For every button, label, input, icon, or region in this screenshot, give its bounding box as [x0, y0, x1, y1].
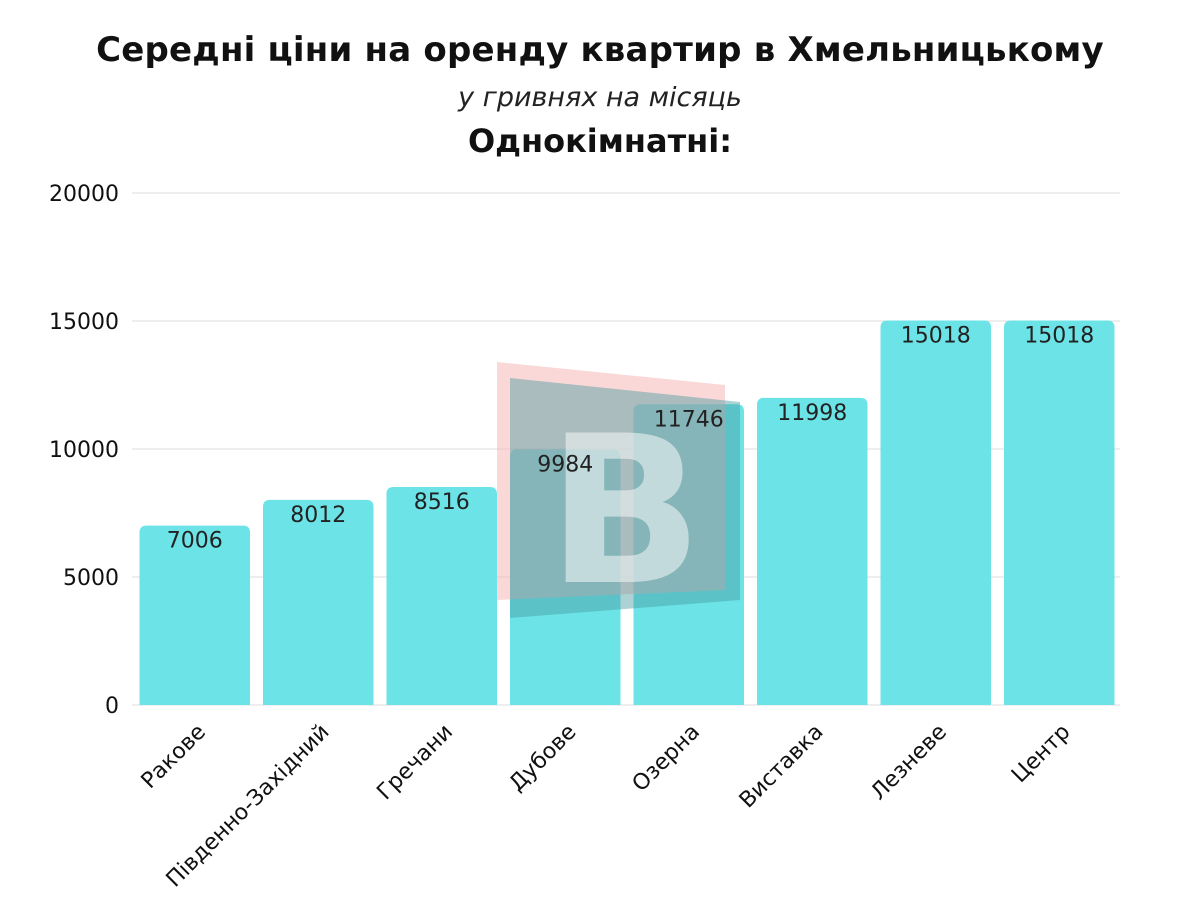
chart-title: Середні ціни на оренду квартир в Хмельни… — [96, 30, 1104, 70]
y-tick-label: 15000 — [49, 310, 119, 335]
bar — [1004, 320, 1115, 705]
bar — [263, 499, 374, 705]
watermark-back-plate — [497, 362, 725, 600]
bar — [757, 397, 868, 705]
section-heading: Однокімнатні: — [467, 122, 733, 160]
y-tick-label: 20000 — [49, 182, 119, 207]
bar-value-label: 11998 — [777, 401, 847, 426]
bar-value-label: 15018 — [901, 324, 971, 349]
bar-value-label: 7006 — [167, 529, 223, 554]
watermark-logo: B — [497, 362, 740, 631]
x-category-label: Гречани — [372, 720, 458, 806]
bar-value-label: 9984 — [537, 452, 593, 477]
y-tick-label: 5000 — [63, 566, 119, 591]
bar-value-label: 8012 — [290, 503, 346, 528]
y-axis-ticks: 0 5000 10000 15000 20000 — [49, 182, 119, 719]
chart-subtitle: у гривнях на місяць — [458, 82, 742, 113]
x-category-label: Дубове — [505, 720, 582, 797]
bar-value-label: 8516 — [414, 490, 470, 515]
bar — [139, 525, 250, 705]
bar-value-label: 15018 — [1024, 324, 1094, 349]
bar — [386, 486, 497, 705]
x-category-label: Виставка — [735, 720, 829, 814]
x-category-label: Лезневе — [866, 720, 952, 806]
y-tick-label: 0 — [105, 694, 119, 719]
x-category-label: Ракове — [137, 720, 211, 794]
bar-value-label: 11746 — [654, 407, 724, 432]
y-tick-label: 10000 — [49, 438, 119, 463]
bar — [880, 320, 991, 705]
watermark-front-plate — [510, 378, 740, 618]
x-category-label: Озерна — [628, 720, 705, 797]
watermark-letter-b-icon: B — [547, 393, 703, 631]
x-category-label: Центр — [1007, 720, 1075, 788]
bar-value-labels: 7006 8012 8516 9984 11746 11998 15018 15018 — [167, 324, 1095, 554]
